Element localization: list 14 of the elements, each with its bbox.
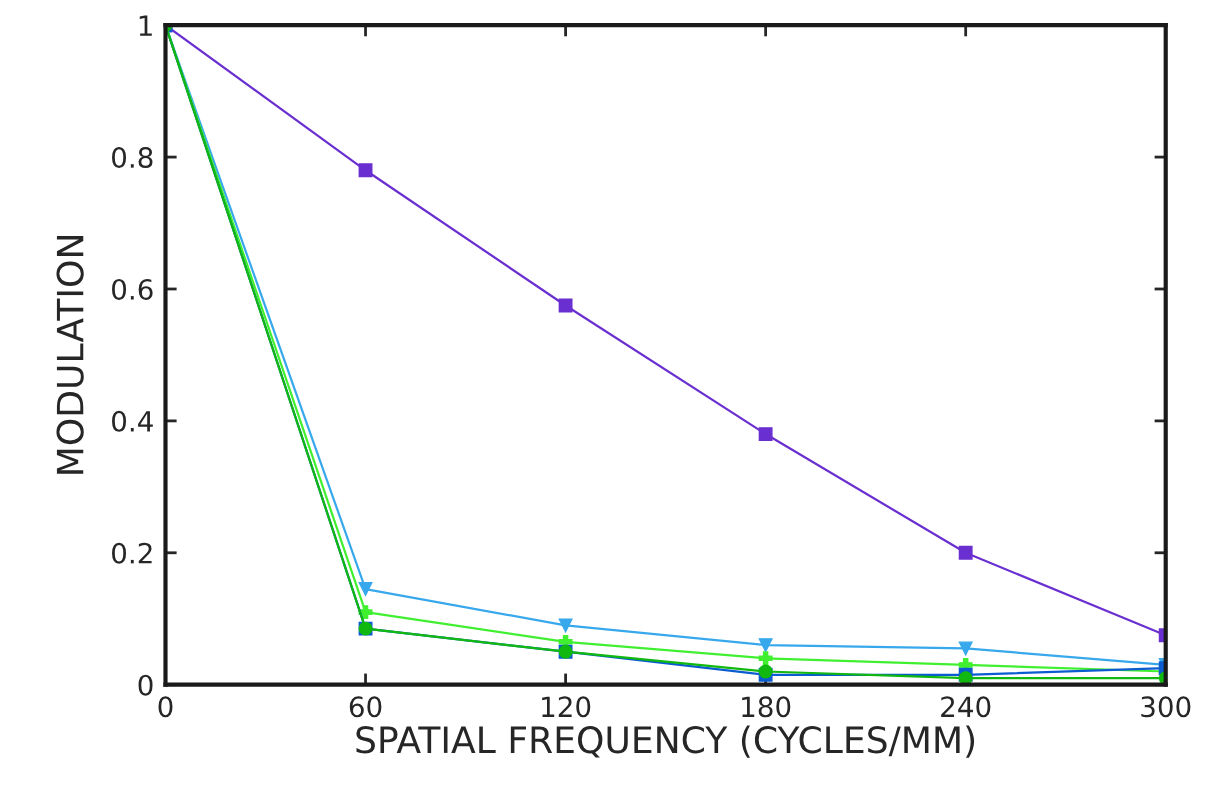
y-tick-label: 0.2 (112, 542, 152, 564)
y-axis-title: MODULATION (56, 236, 84, 474)
x-tick-label: 300 (1141, 696, 1191, 718)
x-axis-title: SPATIAL FREQUENCY (CYCLES/MM) (356, 725, 975, 758)
x-tick-label: 60 (349, 696, 382, 718)
x-tick-label: 0 (158, 696, 173, 718)
x-tick-label: 180 (742, 696, 791, 718)
y-tick-label: 0.8 (112, 147, 153, 169)
y-tick-label: 0.6 (112, 278, 153, 300)
x-tick-label: 240 (941, 696, 991, 718)
y-tick-label: 0.4 (112, 410, 153, 432)
x-tick-label: 120 (542, 696, 591, 718)
y-tick-label: 0 (138, 674, 153, 696)
y-tick-label: 1 (139, 15, 152, 36)
